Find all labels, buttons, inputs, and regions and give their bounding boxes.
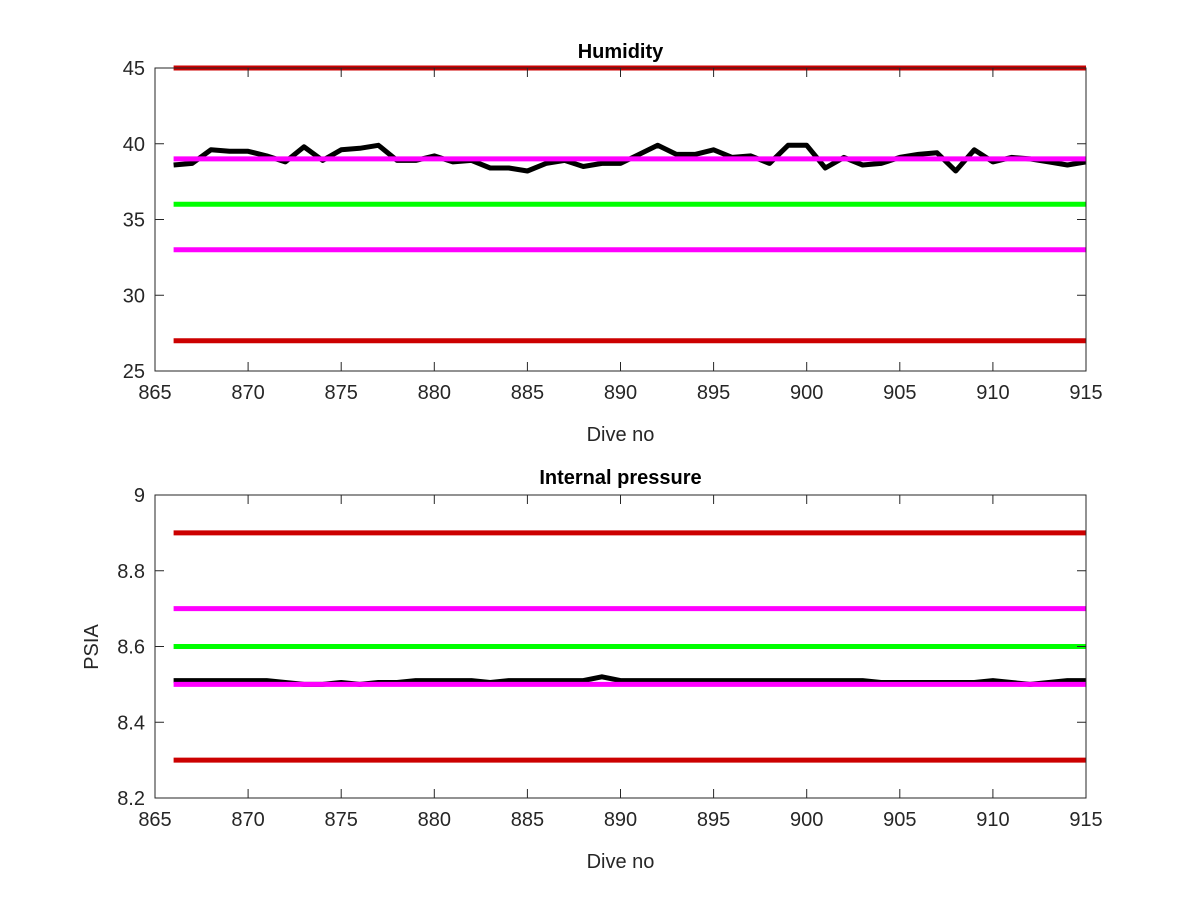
humidity-x-tick-label: 865: [138, 382, 171, 404]
internal-pressure-x-tick-label: 875: [325, 809, 358, 831]
humidity-x-tick-label: 885: [511, 382, 544, 404]
humidity-x-tick-label: 870: [231, 382, 264, 404]
internal-pressure-x-tick-label: 865: [138, 809, 171, 831]
humidity-x-tick-label: 880: [418, 382, 451, 404]
internal-pressure-x-axis-label: Dive no: [587, 851, 655, 873]
humidity-ticks: 865 870 875 880 885 890 895 900 905 910 915 25 30 35 4…: [123, 58, 1103, 404]
internal-pressure-x-tick-label: 890: [604, 809, 637, 831]
internal-pressure-x-tick-label: 900: [790, 809, 823, 831]
internal-pressure-x-tick-label: 880: [418, 809, 451, 831]
internal-pressure-plot: Internal pressure 865 870 875 880 885 890 895 9…: [81, 467, 1103, 873]
internal-pressure-y-tick-label: 8.4: [117, 712, 145, 734]
humidity-x-tick-label: 915: [1069, 382, 1102, 404]
humidity-x-tick-label: 895: [697, 382, 730, 404]
humidity-x-tick-label: 900: [790, 382, 823, 404]
humidity-y-tick-label: 45: [123, 58, 145, 80]
internal-pressure-x-tick-label: 915: [1069, 809, 1102, 831]
humidity-x-tick-label: 905: [883, 382, 916, 404]
humidity-y-tick-label: 40: [123, 134, 145, 156]
internal-pressure-title: Internal pressure: [539, 467, 701, 489]
internal-pressure-y-tick-label: 8.6: [117, 637, 145, 659]
humidity-title: Humidity: [578, 41, 664, 63]
humidity-x-axis-label: Dive no: [587, 424, 655, 446]
internal-pressure-x-tick-label: 910: [976, 809, 1009, 831]
internal-pressure-y-tick-label: 9: [134, 485, 145, 507]
internal-pressure-y-axis-label: PSIA: [81, 624, 103, 670]
humidity-y-tick-label: 35: [123, 210, 145, 232]
internal-pressure-y-tick-label: 8.8: [117, 561, 145, 583]
internal-pressure-series: [173, 530, 1086, 763]
humidity-y-tick-label: 25: [123, 361, 145, 383]
internal-pressure-ticks: 865 870 875 880 885 890 895 900 905 910 915 8.2 8.4 8…: [117, 485, 1103, 831]
humidity-x-tick-label: 875: [325, 382, 358, 404]
internal-pressure-y-tick-label: 8.2: [117, 788, 145, 810]
internal-pressure-x-tick-label: 905: [883, 809, 916, 831]
internal-pressure-x-tick-label: 870: [231, 809, 264, 831]
humidity-x-tick-label: 890: [604, 382, 637, 404]
humidity-plot: Humidity 865 870 875 880 885 890 895 900 905 910 9…: [123, 41, 1103, 446]
internal-pressure-x-tick-label: 885: [511, 809, 544, 831]
internal-pressure-x-tick-label: 895: [697, 809, 730, 831]
humidity-y-tick-label: 30: [123, 285, 145, 307]
humidity-x-tick-label: 910: [976, 382, 1009, 404]
